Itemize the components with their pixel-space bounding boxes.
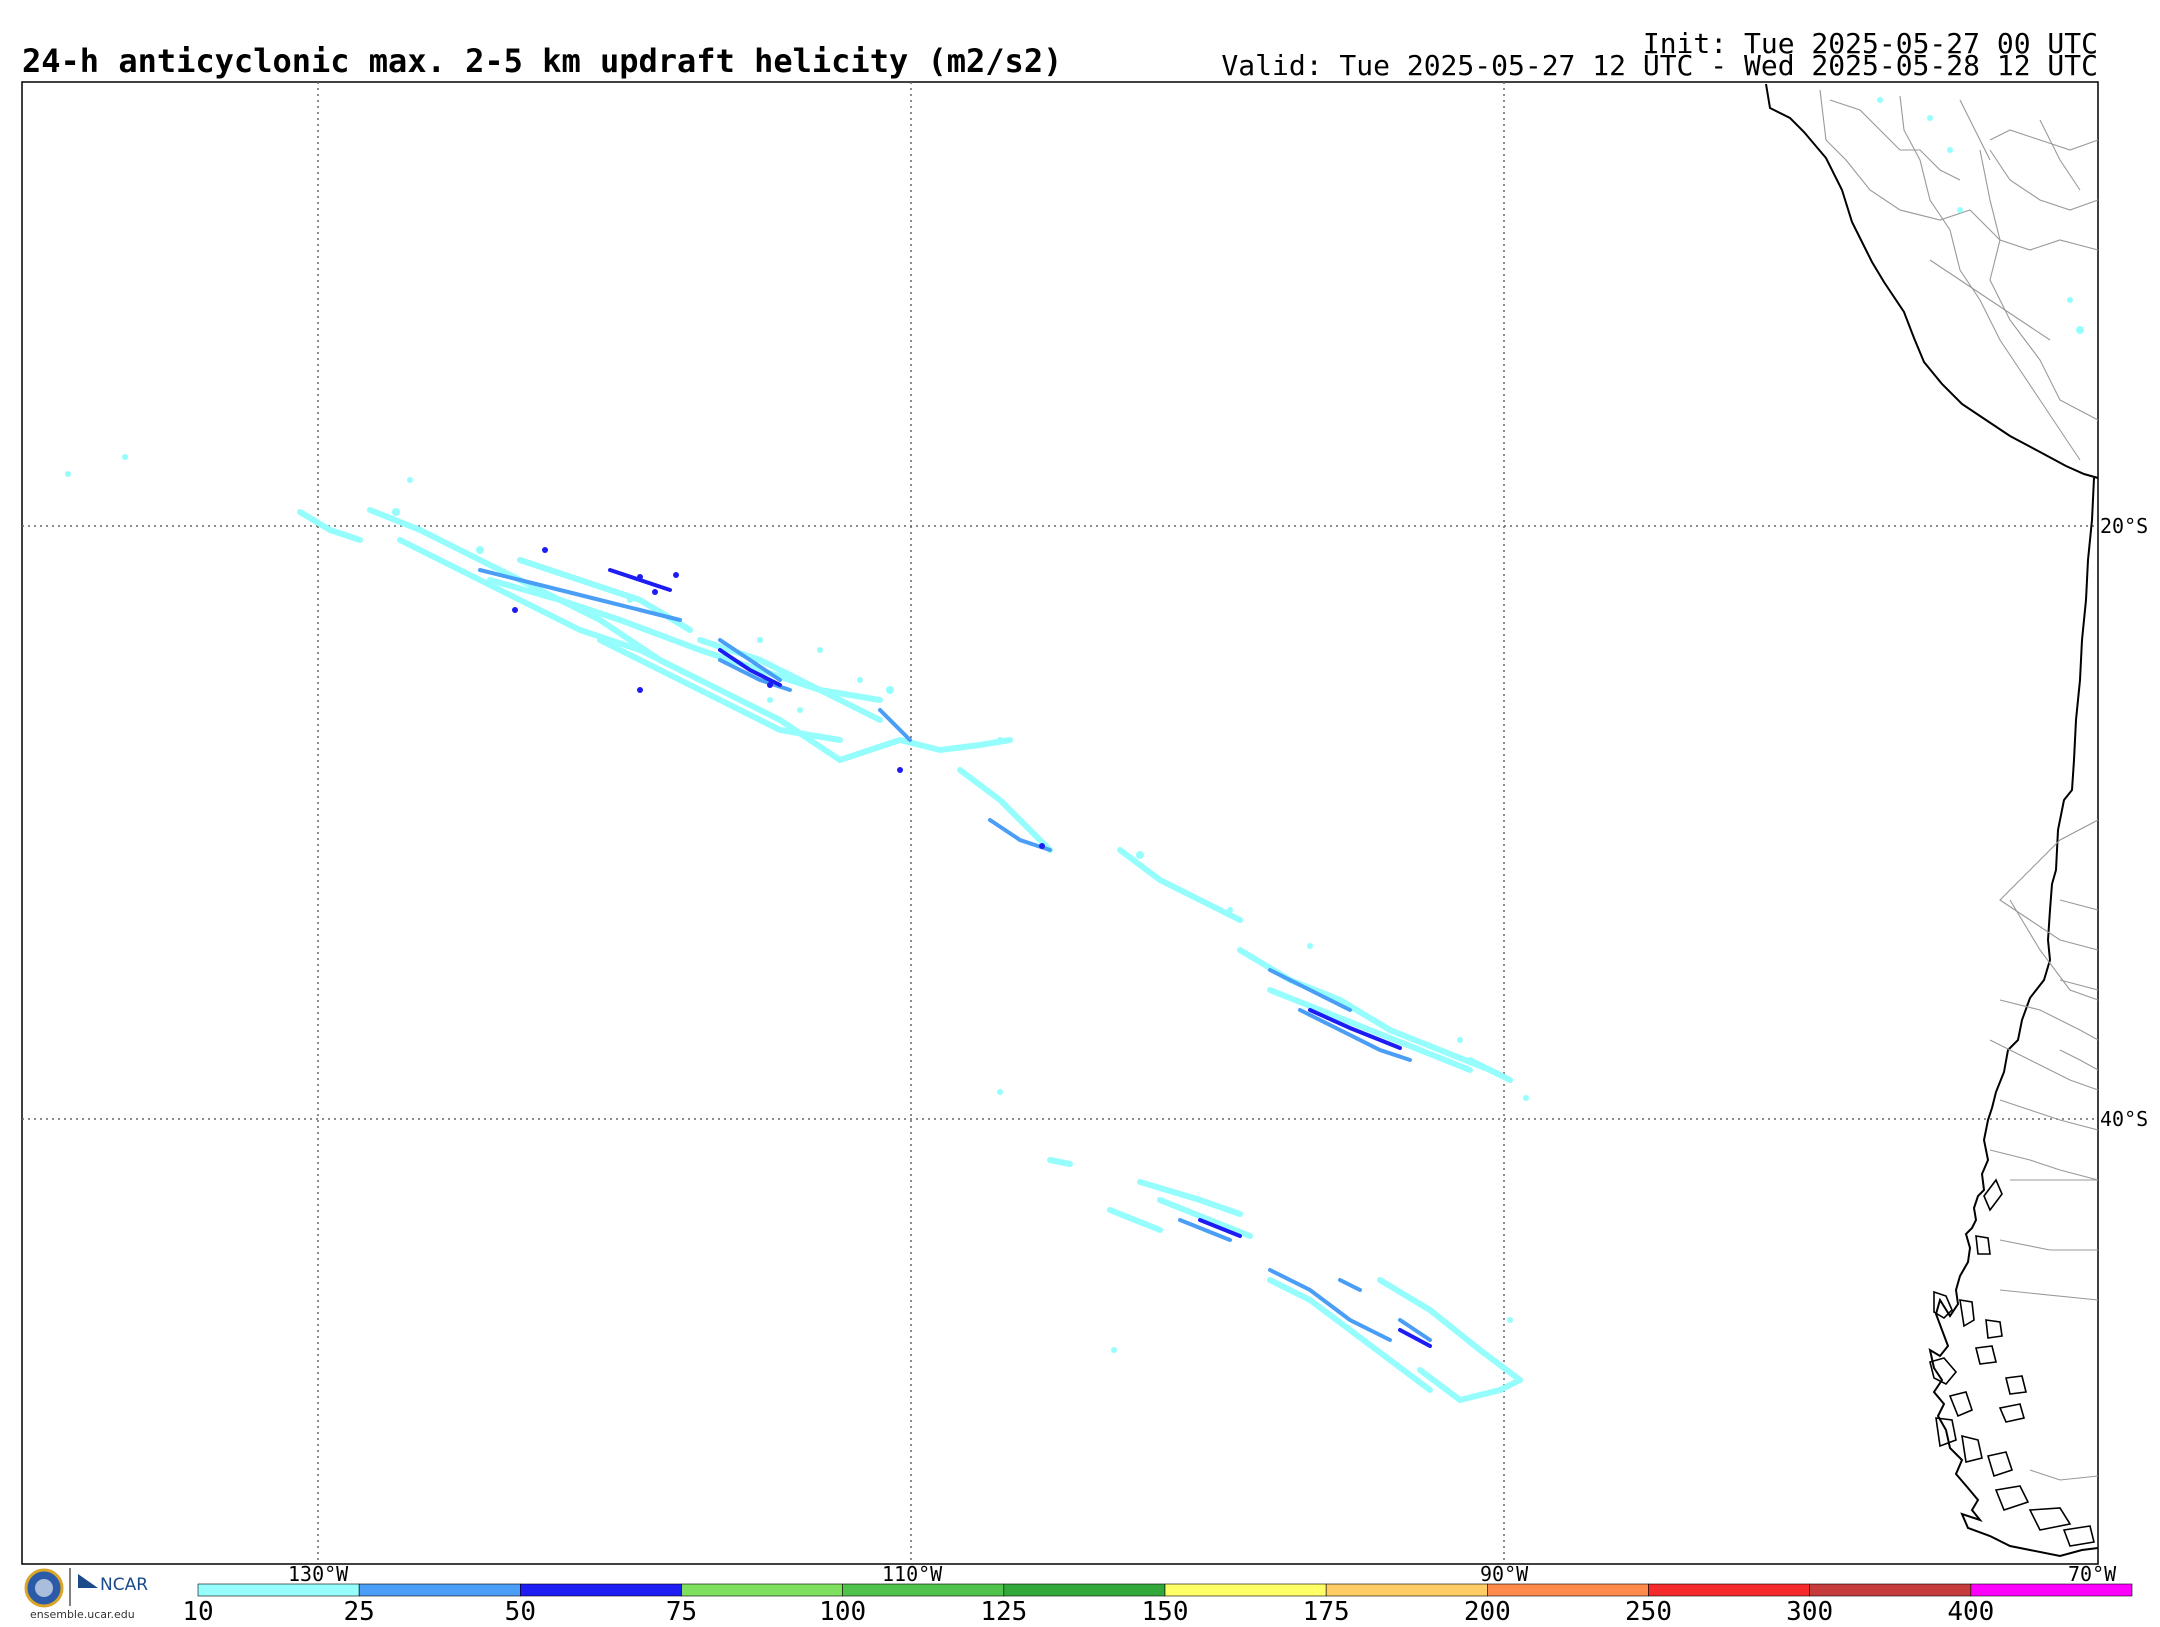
map-title: 24-h anticyclonic max. 2-5 km updraft he… — [22, 42, 1063, 80]
ncar-mark-icon — [78, 1574, 98, 1588]
lon-label-130w: 130°W — [288, 1562, 349, 1586]
lat-label-40s: 40°S — [2100, 1107, 2149, 1131]
colorbar-tick-label: 200 — [1463, 1597, 1511, 1627]
helicity-field — [65, 97, 2084, 1404]
colorbar-tick-label: 175 — [1302, 1597, 1350, 1627]
lon-label-110w: 110°W — [882, 1562, 943, 1586]
colorbar-tick-label: 25 — [343, 1597, 375, 1627]
colorbar-segment — [1325, 1583, 1488, 1597]
colorbar-segment — [520, 1583, 682, 1597]
ncar-label: NCAR — [100, 1575, 149, 1595]
colorbar-segment — [1164, 1583, 1327, 1597]
colorbar — [197, 1583, 2133, 1597]
colorbar-tick-label: 10 — [182, 1597, 214, 1627]
lon-label-90w: 90°W — [1480, 1562, 1529, 1586]
colorbar-tick-label: 125 — [980, 1597, 1028, 1627]
colorbar-tick-label: 400 — [1947, 1597, 1995, 1627]
colorbar-tick-label: 50 — [504, 1597, 536, 1627]
colorbar-tick-label: 75 — [665, 1597, 698, 1627]
chile-coastline — [1928, 477, 2099, 1558]
map-frame — [21, 81, 2099, 1565]
south-america-coastline — [1765, 83, 2099, 479]
political-boundaries — [1819, 89, 2099, 1481]
swath-medium — [478, 568, 1432, 1342]
swath-specks — [65, 97, 2084, 1353]
colorbar-tick-label: 100 — [819, 1597, 867, 1627]
colorbar-segment — [1809, 1583, 1972, 1597]
colorbar-tick-label: 300 — [1786, 1597, 1834, 1627]
swath-dark-specks — [512, 547, 1045, 849]
lat-label-20s: 20°S — [2100, 514, 2149, 538]
colorbar-tick-label: 150 — [1141, 1597, 1189, 1627]
colorbar-segment — [1648, 1583, 1810, 1597]
colorbar-segment — [681, 1583, 843, 1597]
init-time: Init: Tue 2025-05-27 00 UTC — [1642, 27, 2098, 60]
colorbar-segment — [1003, 1583, 1166, 1597]
footer-url: ensemble.ucar.edu — [30, 1608, 135, 1621]
patagonia-islands — [1929, 1178, 2095, 1547]
colorbar-segment — [1970, 1583, 2133, 1597]
nsf-ncar-logo — [24, 1568, 98, 1608]
graticule — [22, 82, 2098, 1564]
valid-time: Valid: Tue 2025-05-27 12 UTC - Wed 2025-… — [1221, 49, 2098, 82]
colorbar-segment — [358, 1583, 521, 1597]
colorbar-tick-label: 250 — [1625, 1597, 1672, 1627]
lon-label-70w: 70°W — [2068, 1562, 2117, 1586]
